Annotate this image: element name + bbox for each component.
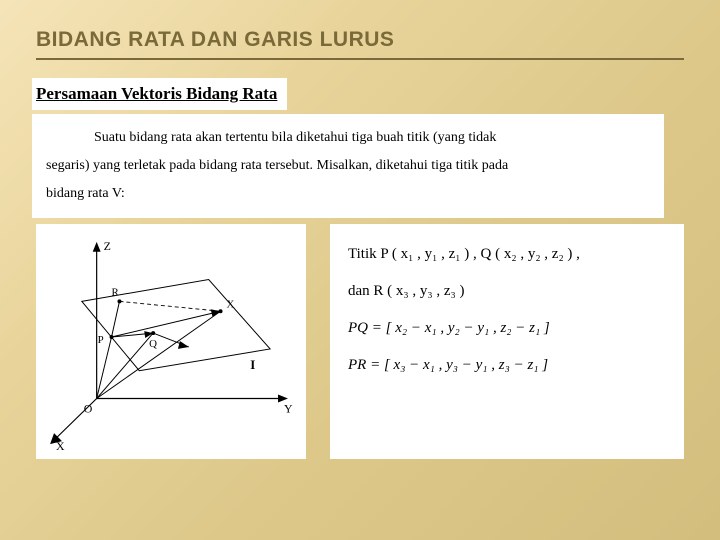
axis-z-label: Z <box>104 239 111 253</box>
origin-label: O <box>84 401 93 415</box>
point-p-label: P <box>98 334 104 346</box>
formula-line-4: PR = [ x₃ − x₁ , y₃ − y₁ , z₃ − z₁ ] <box>348 349 666 382</box>
formula-line-1: Titik P ( x₁ , y₁ , z₁ ) , Q ( x₂ , y₂ ,… <box>348 238 666 271</box>
slide: BIDANG RATA DAN GARIS LURUS Persamaan Ve… <box>0 0 720 540</box>
subtitle-text: Persamaan Vektoris Bidang Rata <box>36 84 277 103</box>
point-x-label: X <box>227 298 235 310</box>
point-r-label: R <box>112 286 120 298</box>
para-line-2: segaris) yang terletak pada bidang rata … <box>46 158 508 173</box>
axis-x-label: X <box>56 439 65 453</box>
title-underline <box>36 58 684 60</box>
para-line-3: bidang rata V: <box>46 186 125 201</box>
para-line-1: Suatu bidang rata akan tertentu bila dik… <box>94 130 496 145</box>
paragraph-box: Suatu bidang rata akan tertentu bila dik… <box>32 114 664 218</box>
formula-line-3: PQ = [ x₂ − x₁ , y₂ − y₁ , z₂ − z₁ ] <box>348 312 666 345</box>
region-label: I <box>250 358 255 372</box>
slide-title: BIDANG RATA DAN GARIS LURUS <box>36 28 684 52</box>
axes-diagram: Z Y X O R P <box>42 230 300 453</box>
axis-y-label: Y <box>284 401 293 415</box>
subtitle-box: Persamaan Vektoris Bidang Rata <box>32 78 287 110</box>
formula-line-2: dan R ( x₃ , y₃ , z₃ ) <box>348 275 666 308</box>
formula-box: Titik P ( x₁ , y₁ , z₁ ) , Q ( x₂ , y₂ ,… <box>330 224 684 459</box>
title-block: BIDANG RATA DAN GARIS LURUS <box>36 28 684 60</box>
content-row: Z Y X O R P <box>36 224 684 459</box>
diagram-box: Z Y X O R P <box>36 224 306 459</box>
point-q-label: Q <box>149 338 157 350</box>
